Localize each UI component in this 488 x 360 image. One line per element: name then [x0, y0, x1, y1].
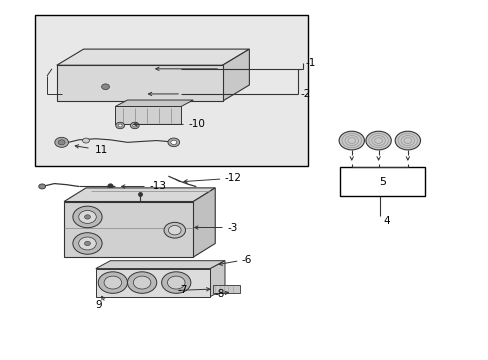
Bar: [339, 167, 424, 196]
Circle shape: [104, 276, 122, 289]
Circle shape: [133, 124, 137, 127]
Circle shape: [98, 272, 127, 293]
Circle shape: [79, 211, 96, 224]
Circle shape: [130, 122, 139, 129]
Polygon shape: [96, 261, 224, 269]
Text: -13: -13: [149, 181, 166, 192]
Circle shape: [118, 124, 122, 127]
Bar: [96, 269, 210, 297]
Polygon shape: [64, 188, 215, 202]
Circle shape: [82, 138, 89, 143]
Circle shape: [394, 131, 420, 150]
Text: 11: 11: [94, 145, 107, 155]
Circle shape: [84, 241, 90, 246]
Text: -12: -12: [224, 173, 241, 183]
Polygon shape: [115, 100, 193, 107]
Circle shape: [167, 276, 184, 289]
Circle shape: [168, 226, 181, 235]
Polygon shape: [222, 49, 249, 101]
Circle shape: [338, 131, 364, 150]
Circle shape: [161, 272, 190, 293]
Text: -8: -8: [214, 289, 224, 299]
Circle shape: [127, 272, 157, 293]
Text: 5: 5: [378, 177, 385, 187]
Text: 9: 9: [95, 300, 102, 310]
Circle shape: [116, 122, 124, 129]
Circle shape: [55, 137, 68, 147]
Circle shape: [84, 215, 90, 219]
Circle shape: [79, 237, 96, 250]
Bar: [115, 107, 181, 125]
Text: -1: -1: [305, 58, 315, 68]
Bar: [64, 202, 193, 257]
Circle shape: [167, 138, 179, 147]
Circle shape: [133, 276, 151, 289]
Circle shape: [73, 233, 102, 254]
Text: 4: 4: [383, 216, 389, 225]
Polygon shape: [57, 65, 222, 101]
Circle shape: [365, 131, 390, 150]
Polygon shape: [210, 261, 224, 297]
Circle shape: [102, 84, 109, 90]
Bar: [212, 285, 239, 293]
Bar: [35, 15, 307, 166]
Polygon shape: [193, 188, 215, 257]
Text: -10: -10: [188, 120, 205, 129]
Text: -2: -2: [300, 89, 310, 99]
Circle shape: [58, 140, 65, 145]
Text: -3: -3: [227, 222, 237, 233]
Text: -6: -6: [241, 255, 251, 265]
Circle shape: [73, 206, 102, 228]
Circle shape: [170, 140, 176, 144]
Circle shape: [39, 184, 45, 189]
Circle shape: [163, 222, 185, 238]
Polygon shape: [57, 49, 249, 65]
Text: -7: -7: [177, 285, 188, 296]
